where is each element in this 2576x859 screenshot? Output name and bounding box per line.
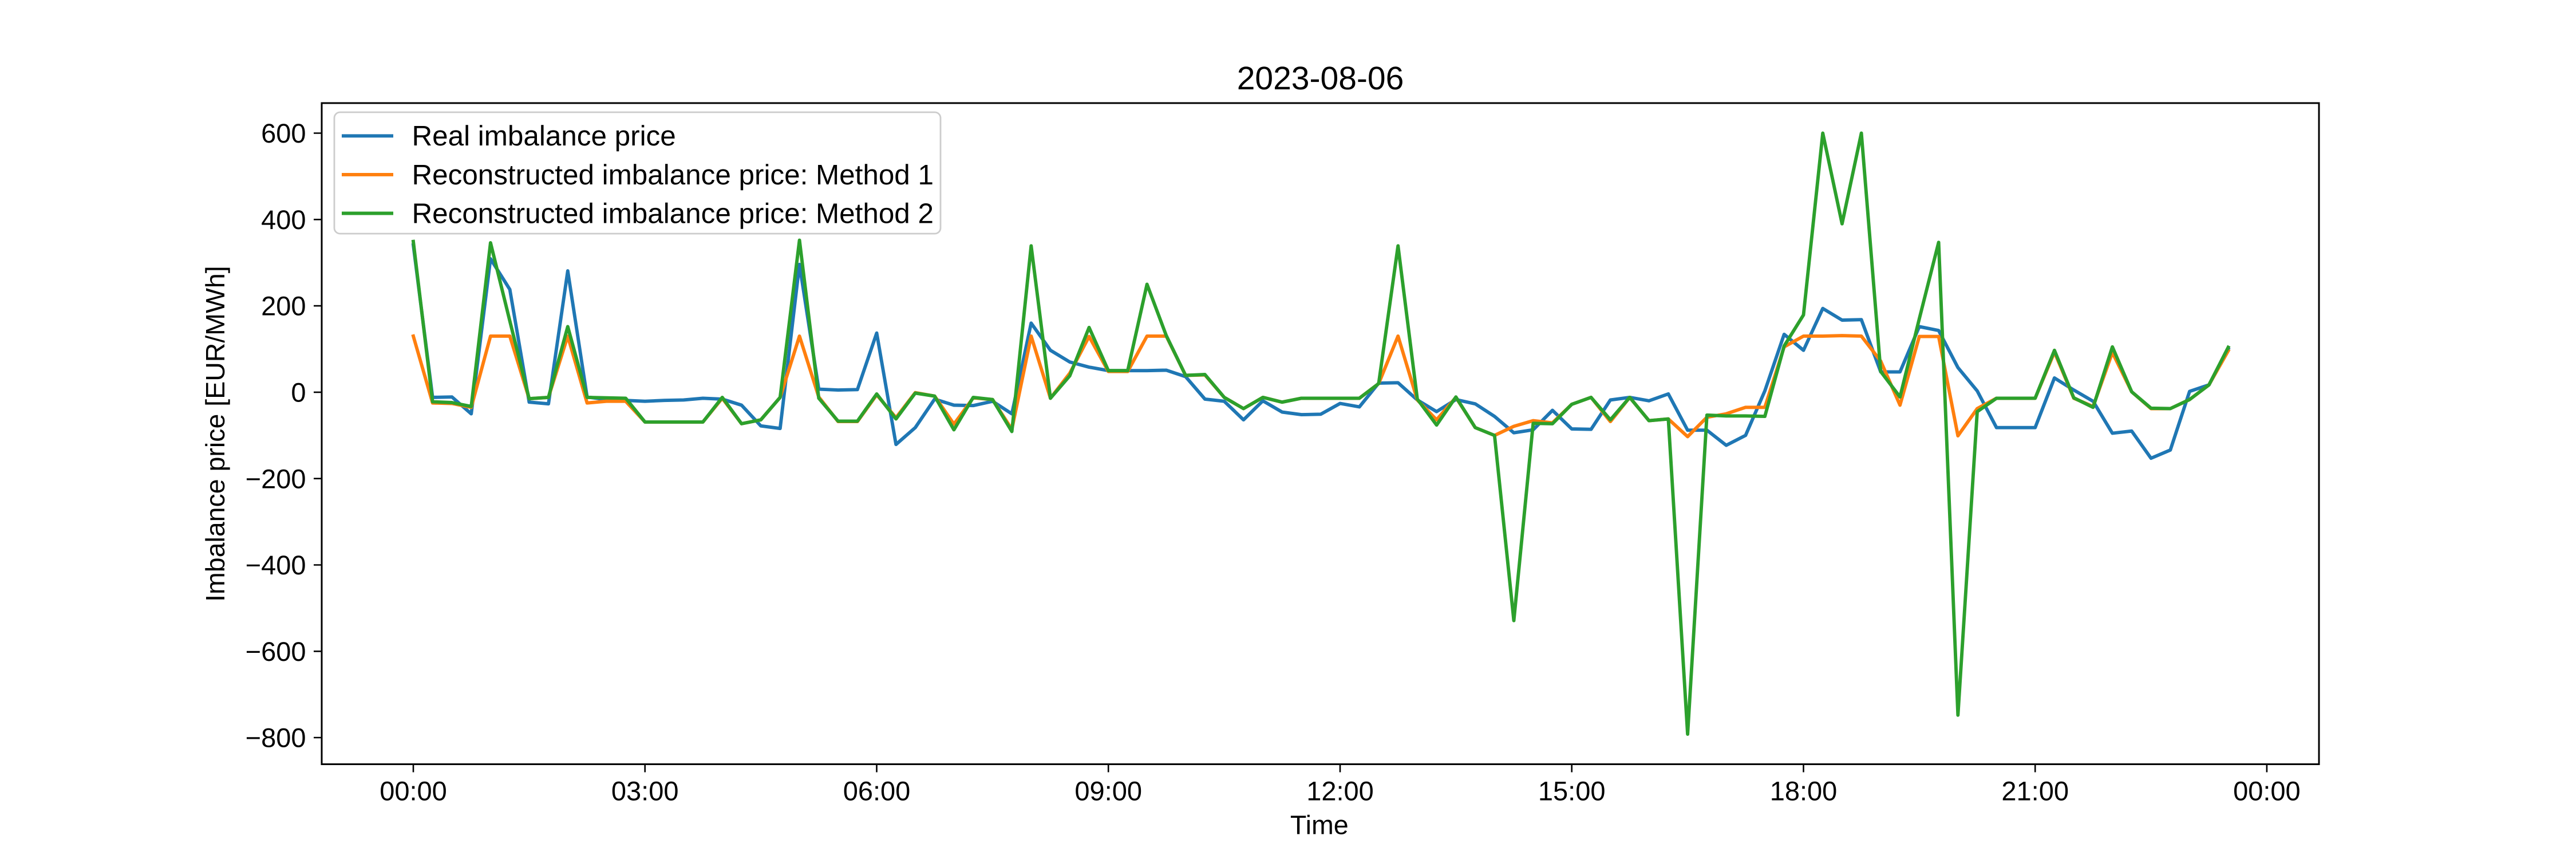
svg-text:200: 200 (261, 291, 306, 321)
svg-text:600: 600 (261, 118, 306, 148)
svg-text:09:00: 09:00 (1074, 776, 1142, 806)
svg-text:00:00: 00:00 (380, 776, 447, 806)
svg-text:Reconstructed imbalance price:: Reconstructed imbalance price: Method 1 (412, 159, 934, 191)
svg-text:2023-08-06: 2023-08-06 (1237, 60, 1404, 97)
svg-text:−600: −600 (246, 636, 306, 667)
svg-text:18:00: 18:00 (1770, 776, 1838, 806)
svg-text:−200: −200 (246, 463, 306, 494)
svg-text:06:00: 06:00 (843, 776, 911, 806)
svg-text:03:00: 03:00 (611, 776, 679, 806)
svg-text:Time: Time (1290, 810, 1349, 840)
svg-text:12:00: 12:00 (1306, 776, 1374, 806)
svg-text:Real imbalance price: Real imbalance price (412, 120, 676, 152)
svg-text:Reconstructed imbalance price:: Reconstructed imbalance price: Method 2 (412, 198, 934, 229)
svg-text:21:00: 21:00 (2001, 776, 2069, 806)
svg-text:0: 0 (291, 377, 306, 408)
svg-text:400: 400 (261, 204, 306, 235)
svg-text:Imbalance price [EUR/MWh]: Imbalance price [EUR/MWh] (200, 266, 230, 602)
svg-text:00:00: 00:00 (2233, 776, 2301, 806)
svg-text:15:00: 15:00 (1538, 776, 1606, 806)
svg-text:−800: −800 (246, 723, 306, 753)
svg-text:−400: −400 (246, 550, 306, 580)
